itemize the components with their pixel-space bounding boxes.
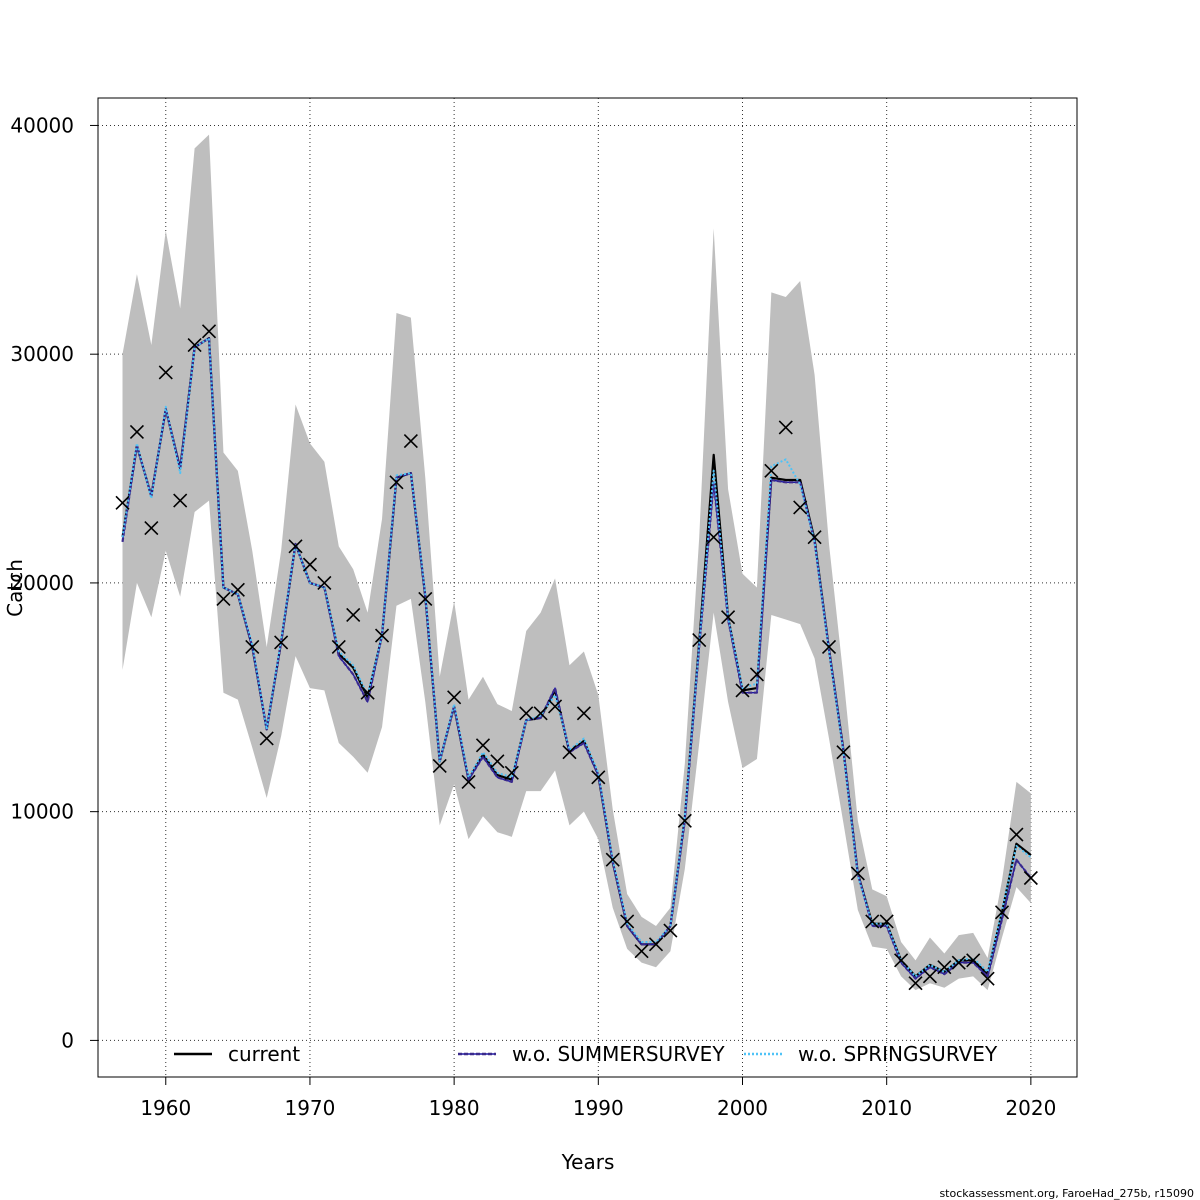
observed-point [288,539,303,554]
x-tick-label: 1980 [429,1096,480,1120]
observed-point [721,610,736,625]
observed-point [302,557,318,572]
observed-point [951,955,966,970]
observed-point [201,324,217,339]
footer-credit: stockassessment.org, FaroeHad_275b, r150… [939,1187,1194,1200]
observed-point [749,667,764,682]
observed-point [706,530,721,545]
legend-label: w.o. SUMMERSURVEY [512,1042,725,1066]
confidence-band [122,134,1031,991]
observed-point [778,420,793,435]
observed-point [793,500,808,515]
observed-point [245,639,260,655]
observed-point [216,591,231,607]
observed-point [533,706,548,721]
observed-point [735,683,750,698]
observed-point [994,905,1010,920]
y-axis-title: Catch [3,559,27,617]
observed-point [504,765,519,780]
legend-label: w.o. SPRINGSURVEY [798,1042,998,1066]
observed-point [980,971,995,986]
plot-frame [97,97,1078,1078]
observed-point [850,866,865,881]
observed-point [821,639,837,655]
observed-point [562,745,577,760]
observed-point [461,774,476,789]
x-tick-label: 1990 [573,1096,624,1120]
observed-point [447,690,462,705]
observed-point [360,685,375,700]
observed-point [1009,827,1024,842]
y-tick-label: 10000 [10,800,74,824]
y-tick-label: 30000 [10,342,74,366]
observed-point [865,914,880,929]
x-tick-label: 1960 [140,1096,191,1120]
x-tick-label: 2020 [1005,1096,1056,1120]
y-tick-label: 40000 [10,113,74,137]
observed-point [418,591,433,607]
observed-point [317,575,332,590]
observed-point [475,738,491,753]
series-line-summersurvey [121,337,1032,980]
observed-point [1023,870,1038,886]
x-tick-label: 2010 [861,1096,912,1120]
observed-point [937,960,952,975]
observed-point [129,424,144,440]
observed-point [894,953,909,968]
observed-point [677,813,692,828]
observed-point [879,914,894,929]
observed-point [346,607,361,623]
observed-point [908,976,923,991]
observed-point [331,639,346,655]
observed-point [620,914,635,929]
observed-point [187,337,202,353]
observed-point [144,520,159,536]
observed-point [764,463,779,478]
observed-point [173,493,188,508]
y-tick-label: 20000 [10,571,74,595]
legend-label: current [228,1042,300,1066]
observed-point [374,628,390,643]
observed-point [648,937,664,952]
observed-point [230,582,245,597]
observed-point [115,495,130,510]
observed-point [547,699,563,714]
observed-point [432,758,447,773]
axes: 1960 1970 1980 1990 2000 2010 2020 0 10000 20000 3… [10,97,1078,1120]
observed-point [922,969,937,984]
confidence-band-area [122,134,1031,991]
observed-point [807,530,822,545]
legend: current w.o. SUMMERSURVEY w.o. SPRINGSURVE… [174,1042,998,1066]
y-tick-label: 0 [61,1028,74,1052]
series-lines [121,337,1032,980]
observed-point [519,706,534,721]
observed-point [403,434,418,449]
observed-point [576,706,591,721]
observed-point [605,852,620,867]
observed-point [389,475,404,490]
observed-point [634,944,649,959]
series-line-springsurvey [121,337,1032,978]
observed-point [692,633,707,648]
observed-point [966,953,981,968]
observed-points [115,324,1038,991]
observed-point [836,745,851,760]
observed-point [663,923,678,938]
observed-point [490,754,505,769]
x-tick-label: 1970 [284,1096,335,1120]
observed-point [158,365,173,380]
x-axis-title: Years [561,1150,615,1174]
observed-point [274,635,289,650]
observed-point [591,770,606,785]
observed-point [259,731,274,746]
x-tick-label: 2000 [717,1096,768,1120]
